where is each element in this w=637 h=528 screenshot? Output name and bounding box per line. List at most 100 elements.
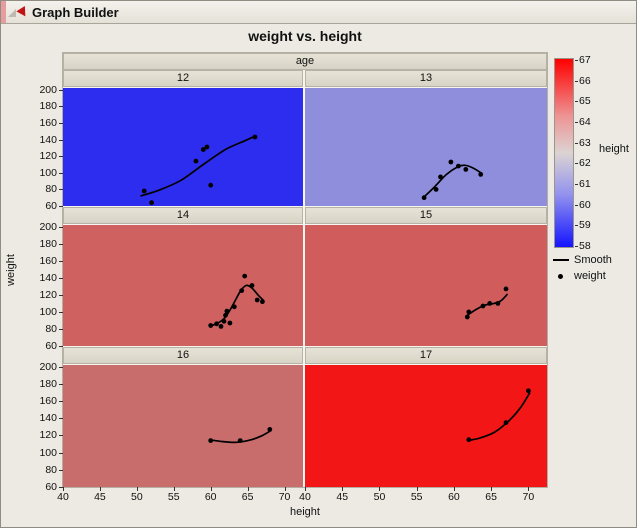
data-point[interactable] xyxy=(495,301,501,306)
panel-label-13: 13 xyxy=(305,70,547,87)
data-point[interactable] xyxy=(448,159,454,165)
panel-background xyxy=(305,88,547,206)
smooth-curve[interactable] xyxy=(140,135,256,197)
y-axis-tick-mark xyxy=(59,384,63,385)
data-point[interactable] xyxy=(456,163,461,169)
y-axis-tick-mark xyxy=(59,278,63,279)
x-axis-tick-label: 70 xyxy=(522,491,535,503)
y-axis-tick-mark xyxy=(59,367,63,368)
data-point[interactable] xyxy=(260,299,265,305)
x-axis-tick-label: 55 xyxy=(410,491,423,503)
color-gradient-legend[interactable] xyxy=(554,58,574,248)
panel-label-14: 14 xyxy=(63,207,303,224)
x-axis-tick-label: 60 xyxy=(204,491,217,503)
data-point[interactable] xyxy=(223,312,228,318)
data-point[interactable] xyxy=(224,308,230,314)
window-title: Graph Builder xyxy=(32,5,119,20)
data-point[interactable] xyxy=(463,167,469,172)
y-axis-tick-label: 180 xyxy=(39,100,57,113)
y-axis-tick-mark xyxy=(59,173,63,174)
data-point[interactable] xyxy=(438,174,443,180)
facet-panel-age-17[interactable] xyxy=(305,365,547,487)
data-point[interactable] xyxy=(231,304,237,310)
y-axis-tick-mark xyxy=(59,123,63,124)
y-axis-tick-mark xyxy=(59,261,63,262)
y-axis-tick-label: 60 xyxy=(45,340,57,352)
red-triangle-menu-icon[interactable] xyxy=(16,6,30,19)
y-axis-tick-label: 120 xyxy=(39,429,57,442)
facet-panel-age-13[interactable] xyxy=(305,88,547,206)
smooth-line-marker xyxy=(553,259,569,261)
gradient-tick-label: 61 xyxy=(579,178,591,190)
data-point[interactable] xyxy=(252,134,258,140)
gradient-tick-mark xyxy=(575,205,578,206)
y-axis-tick-mark xyxy=(59,470,63,471)
y-axis-tick-label: 100 xyxy=(39,446,57,459)
x-axis-tick-mark xyxy=(174,487,175,491)
smooth-curve[interactable] xyxy=(209,429,272,444)
y-axis-tick-mark xyxy=(59,312,63,313)
panel-background xyxy=(63,365,303,487)
gradient-tick-label: 65 xyxy=(579,95,591,108)
facet-panel-age-12[interactable] xyxy=(63,88,303,206)
legend: Smooth weight xyxy=(553,252,612,284)
smooth-curve[interactable] xyxy=(467,392,531,442)
gradient-tick-mark xyxy=(575,122,578,123)
data-point[interactable] xyxy=(193,158,199,164)
data-point[interactable] xyxy=(239,288,245,293)
data-point[interactable] xyxy=(254,297,260,303)
data-point[interactable] xyxy=(149,200,154,206)
gradient-tick-mark xyxy=(575,184,578,185)
y-axis-tick-label: 80 xyxy=(45,463,57,476)
y-axis-tick-label: 60 xyxy=(45,200,57,212)
x-axis-tick-mark xyxy=(100,487,101,491)
data-point[interactable] xyxy=(421,195,427,201)
window-titlebar[interactable]: Graph Builder xyxy=(1,1,636,24)
data-point[interactable] xyxy=(480,303,486,309)
y-axis-tick-mark xyxy=(59,156,63,157)
y-axis-title: weight xyxy=(3,53,19,487)
data-point[interactable] xyxy=(218,324,224,329)
data-point[interactable] xyxy=(478,172,484,177)
facet-panel-age-16[interactable] xyxy=(63,365,303,487)
facet-panel-age-15[interactable] xyxy=(305,225,547,346)
data-point[interactable] xyxy=(526,388,531,394)
x-axis-tick-mark xyxy=(285,487,286,491)
data-point[interactable] xyxy=(208,182,214,188)
data-point[interactable] xyxy=(242,273,248,279)
gradient-tick-label: 64 xyxy=(579,116,591,128)
outline-collapse-icon[interactable] xyxy=(8,9,16,17)
data-point[interactable] xyxy=(487,301,493,306)
data-point[interactable] xyxy=(200,147,206,152)
y-axis-tick-label: 180 xyxy=(39,377,57,390)
y-axis-tick-label: 120 xyxy=(39,150,57,163)
data-point[interactable] xyxy=(214,321,220,327)
y-axis-tick-label: 200 xyxy=(39,220,57,233)
y-axis-tick-mark xyxy=(59,90,63,91)
data-point[interactable] xyxy=(204,144,210,150)
data-point[interactable] xyxy=(221,318,227,324)
y-axis-tick-label: 200 xyxy=(39,360,57,373)
x-axis-tick-mark xyxy=(248,487,249,491)
legend-item-weight[interactable]: weight xyxy=(553,268,612,284)
data-point[interactable] xyxy=(227,320,233,326)
data-point[interactable] xyxy=(267,427,273,432)
data-point[interactable] xyxy=(464,314,470,320)
data-point[interactable] xyxy=(208,438,214,443)
data-point[interactable] xyxy=(503,420,509,425)
data-point[interactable] xyxy=(503,286,509,292)
data-point[interactable] xyxy=(249,283,255,288)
y-axis-tick-label: 140 xyxy=(39,271,57,284)
facet-panel-age-14[interactable] xyxy=(63,225,303,346)
data-point[interactable] xyxy=(208,323,214,328)
gradient-tick-label: 67 xyxy=(579,54,591,66)
legend-item-smooth[interactable]: Smooth xyxy=(553,252,612,268)
data-point[interactable] xyxy=(141,188,147,194)
data-point[interactable] xyxy=(433,187,439,192)
data-point[interactable] xyxy=(237,438,243,443)
y-axis-tick-mark xyxy=(59,453,63,454)
data-point[interactable] xyxy=(466,309,472,315)
data-point[interactable] xyxy=(466,437,472,443)
y-axis-tick-label: 140 xyxy=(39,412,57,425)
panel-background xyxy=(63,225,303,346)
